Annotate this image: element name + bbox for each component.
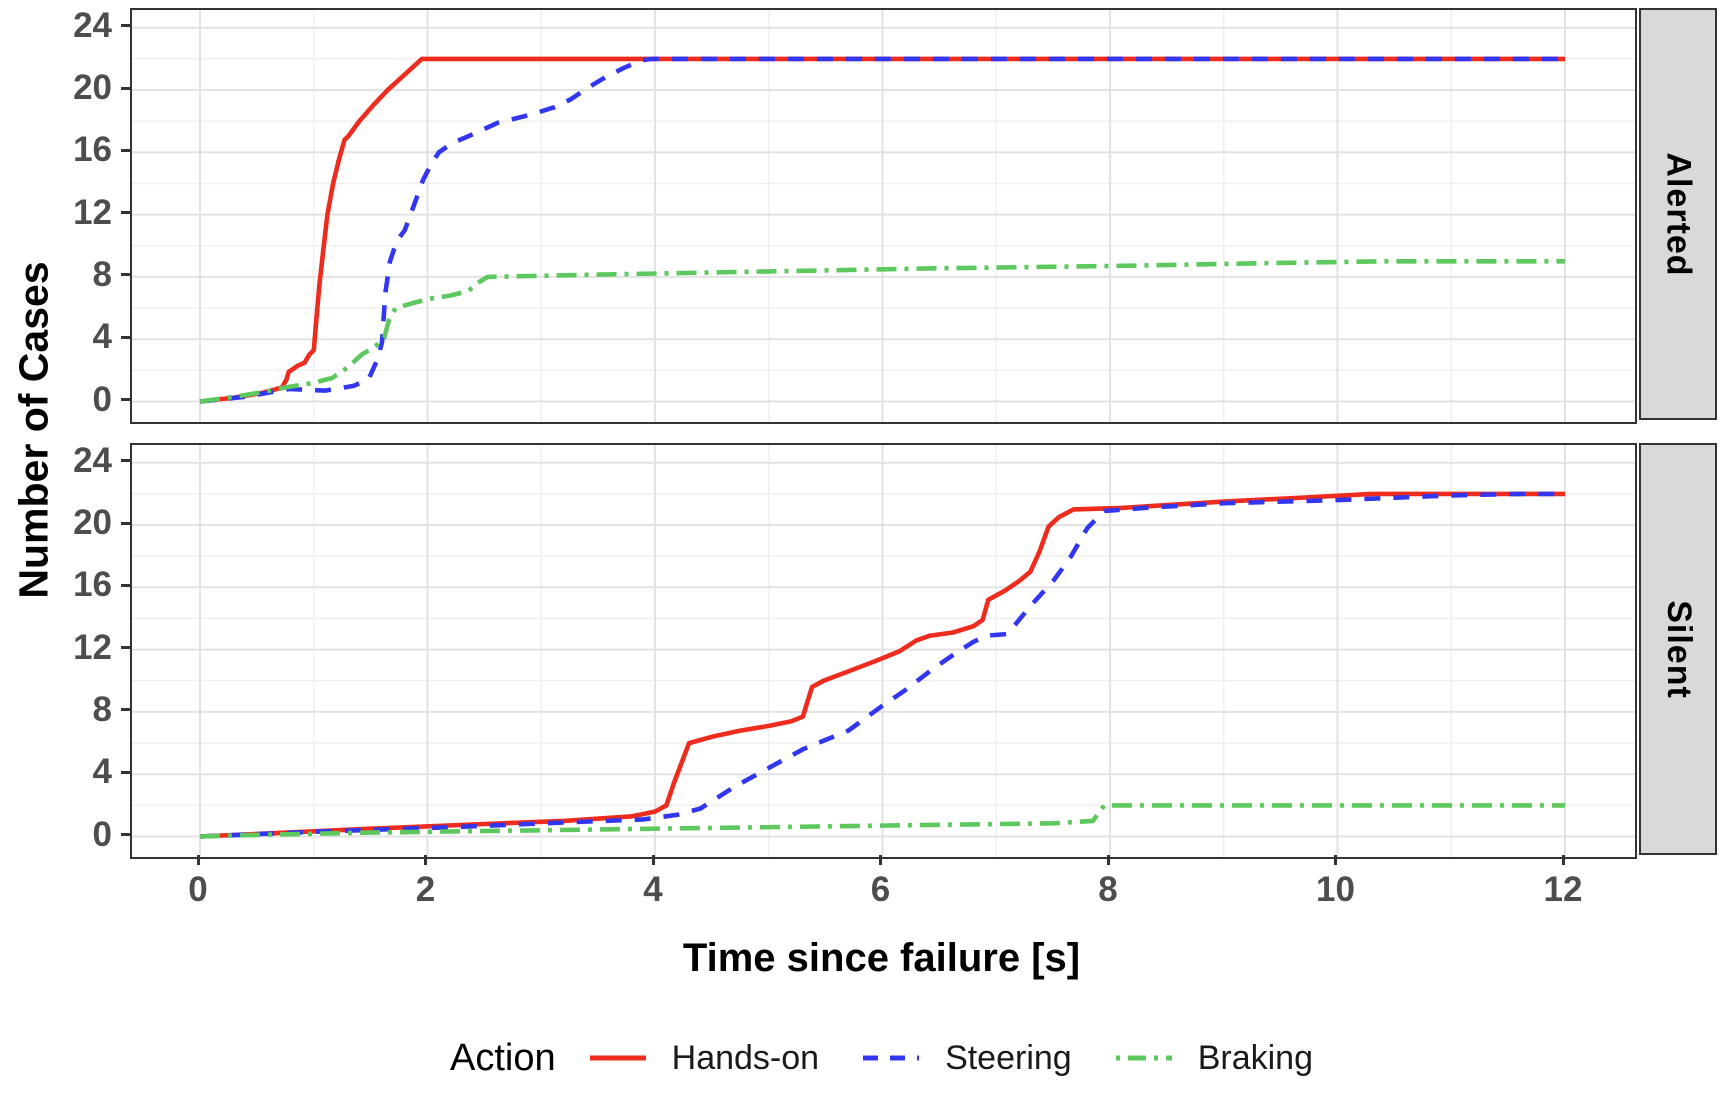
y-tick-label-alerted-8: 8 (92, 254, 112, 294)
legend: Action Hands-on Steering Braking (130, 1028, 1633, 1088)
y-tick-label-silent-24: 24 (73, 440, 112, 480)
y-tick-mark (121, 273, 130, 277)
y-tick-label-silent-0: 0 (92, 814, 112, 854)
y-tick-mark (121, 148, 130, 152)
x-tick-mark (1106, 855, 1110, 865)
y-axis-title: Number of Cases (10, 261, 57, 599)
x-tick-label-10: 10 (1316, 870, 1355, 909)
panel-plot-area-silent (132, 445, 1635, 857)
braking-line-alerted (199, 259, 1565, 404)
x-tick-label-2: 2 (415, 870, 436, 909)
steering-line-swatch-icon (863, 1055, 920, 1061)
y-tick-label-silent-20: 20 (73, 503, 112, 542)
legend-item-label: Braking (1197, 1038, 1313, 1077)
y-tick-mark (121, 459, 130, 463)
panel-silent (130, 443, 1637, 859)
x-axis-title: Time since failure [s] (682, 936, 1081, 980)
y-tick-label-alerted-0: 0 (92, 379, 112, 419)
y-tick-mark (121, 24, 130, 28)
x-tick-label-4: 4 (643, 870, 663, 909)
panel-alerted (130, 8, 1637, 424)
panel-plot-area-alerted (132, 10, 1635, 422)
y-tick-mark (121, 335, 130, 339)
y-tick-mark (121, 770, 130, 774)
hands-on-line-silent (199, 491, 1565, 839)
braking-line-swatch-icon (1115, 1055, 1172, 1061)
x-tick-mark (196, 855, 200, 865)
x-tick-mark (1561, 855, 1565, 865)
legend-item-hands-on: Hands-on (589, 1038, 820, 1078)
y-tick-mark (121, 708, 130, 712)
facet-strip-label: Alerted (1659, 151, 1698, 277)
x-tick-mark (1334, 855, 1337, 865)
y-tick-mark (121, 521, 130, 525)
facet-strip-alerted: Alerted (1639, 8, 1717, 420)
steering-line-alerted (199, 56, 1565, 404)
x-tick-label-6: 6 (870, 870, 891, 909)
x-tick-mark (651, 855, 655, 865)
y-tick-mark (121, 646, 130, 650)
braking-line-silent (199, 803, 1565, 839)
facet-strip-label: Silent (1659, 599, 1698, 699)
y-tick-label-alerted-12: 12 (73, 192, 112, 232)
hands-on-line-swatch-icon (589, 1055, 646, 1061)
y-tick-label-alerted-20: 20 (73, 68, 112, 107)
legend-item-label: Steering (945, 1038, 1072, 1077)
y-tick-mark (121, 86, 130, 90)
hands-on-line-alerted (199, 56, 1565, 404)
y-tick-label-silent-12: 12 (73, 627, 112, 667)
y-tick-label-silent-4: 4 (92, 752, 112, 792)
legend-item-braking: Braking (1115, 1038, 1313, 1078)
x-tick-label-12: 12 (1543, 870, 1583, 909)
x-tick-mark (424, 855, 427, 865)
y-tick-label-alerted-4: 4 (92, 317, 112, 357)
y-tick-label-alerted-16: 16 (73, 130, 112, 170)
y-tick-label-alerted-24: 24 (73, 5, 112, 45)
legend-title: Action (450, 1036, 556, 1079)
y-tick-mark (121, 833, 130, 836)
x-tick-label-0: 0 (188, 870, 208, 909)
x-tick-mark (879, 855, 882, 865)
y-tick-mark (121, 583, 130, 587)
x-tick-label-8: 8 (1098, 870, 1118, 909)
y-tick-mark (121, 398, 130, 401)
y-tick-label-silent-8: 8 (92, 689, 112, 729)
facet-strip-silent: Silent (1639, 443, 1717, 855)
y-tick-label-silent-16: 16 (73, 565, 112, 605)
y-tick-mark (121, 211, 130, 215)
steering-line-silent (199, 491, 1565, 839)
legend-item-steering: Steering (863, 1039, 1072, 1078)
legend-item-label: Hands-on (671, 1038, 820, 1077)
